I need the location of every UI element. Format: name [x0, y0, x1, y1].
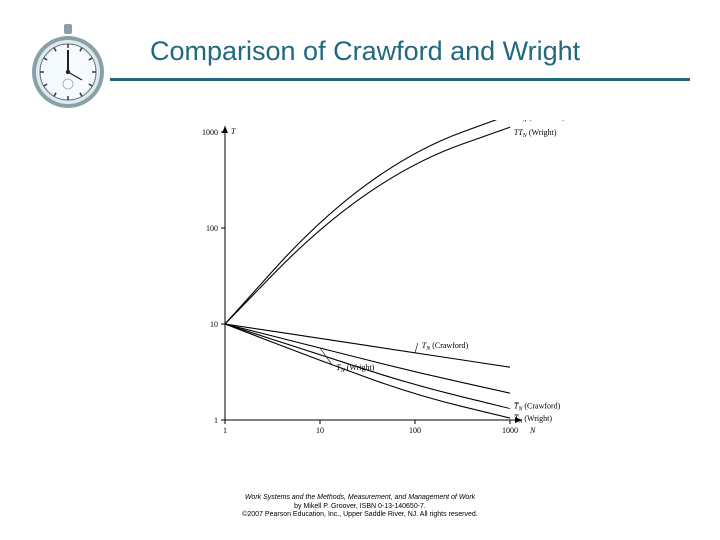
svg-text:TTN (Wright): TTN (Wright) [514, 128, 557, 139]
footer-citation: Work Systems and the Methods, Measuremen… [0, 494, 720, 520]
svg-text:100: 100 [409, 426, 421, 435]
svg-text:1000: 1000 [202, 128, 218, 137]
svg-text:10: 10 [316, 426, 324, 435]
comparison-chart: 1 10 100 1000 1 10 100 1000 N T TTN (Crawford) TTN … [190, 120, 610, 450]
footer-line-1: Work Systems and the Methods, Measuremen… [0, 494, 720, 503]
stopwatch-icon [28, 22, 108, 112]
page-title: Comparison of Crawford and Wright [150, 36, 580, 67]
footer-line-3: ©2007 Pearson Education, Inc., Upper Sad… [0, 511, 720, 520]
svg-text:T: T [231, 127, 236, 136]
slide-header: Comparison of Crawford and Wright [0, 28, 720, 108]
title-underline [110, 78, 690, 81]
svg-text:1: 1 [223, 426, 227, 435]
footer-line-2: by Mikell P. Groover, ISBN 0-13-140650-7… [0, 503, 720, 512]
svg-text:100: 100 [206, 224, 218, 233]
svg-text:1000: 1000 [502, 426, 518, 435]
svg-text:TTN (Crawford): TTN (Crawford) [514, 120, 565, 124]
svg-text:N: N [529, 426, 536, 435]
svg-text:TN (Wright): TN (Wright) [336, 363, 374, 374]
svg-text:10: 10 [210, 320, 218, 329]
svg-text:1: 1 [214, 416, 218, 425]
svg-text:T̅N (Crawford): T̅N (Crawford) [514, 402, 561, 413]
svg-text:TN (Crawford): TN (Crawford) [422, 341, 469, 352]
svg-text:T̅N (Wright): T̅N (Wright) [514, 414, 552, 425]
